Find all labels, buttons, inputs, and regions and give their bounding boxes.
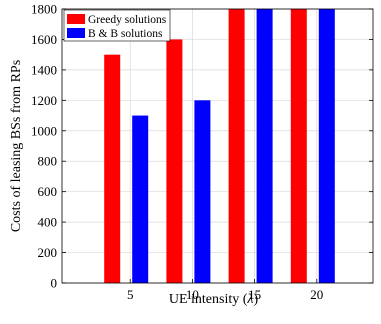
y-tick-label: 600	[38, 184, 58, 199]
y-tick-label: 1600	[31, 32, 57, 47]
legend-label-bb: B & B solutions	[88, 28, 163, 40]
legend: Greedy solutions B & B solutions	[63, 9, 171, 42]
bar-greedy-5	[104, 54, 121, 283]
y-tick-label: 200	[38, 245, 58, 260]
y-axis-label: Costs of leasing BSs from RPs	[9, 60, 24, 232]
x-axis-ticks: 5 10 15 20	[127, 279, 323, 302]
y-tick-label: 1200	[31, 93, 57, 108]
x-axis-label-suffix: )	[253, 292, 258, 307]
y-tick-label: 1800	[31, 2, 57, 17]
y-tick-label: 0	[51, 276, 58, 291]
x-tick-label: 5	[127, 287, 134, 302]
x-axis-label: UE intensity (λ)	[169, 292, 259, 307]
legend-swatch-bb	[67, 28, 85, 38]
x-tick-label: 20	[310, 287, 323, 302]
y-tick-label: 1400	[31, 62, 57, 77]
x-tick-label: 15	[248, 287, 261, 302]
y-tick-label: 400	[38, 215, 58, 230]
y-tick-label: 1000	[31, 123, 57, 138]
x-axis-label-symbol: λ	[246, 292, 253, 307]
y-tick-label: 800	[38, 154, 58, 169]
bars	[104, 9, 335, 283]
x-tick-label: 10	[186, 287, 199, 302]
plot-frame	[61, 8, 374, 284]
legend-label-greedy: Greedy solutions	[88, 14, 167, 26]
y-axis-ticks: 0 200 400 600 800 1000 1200 1400 1600 1800	[31, 2, 373, 291]
bar-bb-5	[132, 115, 149, 283]
bar-greedy-10	[166, 39, 183, 283]
bar-bb-20	[318, 9, 335, 283]
bar-greedy-20	[290, 9, 307, 283]
x-axis-label-prefix: UE intensity (	[169, 292, 248, 307]
bar-bb-15	[256, 9, 273, 283]
legend-swatch-greedy	[67, 14, 85, 24]
bar-bb-10	[194, 100, 211, 283]
bar-greedy-15	[228, 9, 245, 283]
